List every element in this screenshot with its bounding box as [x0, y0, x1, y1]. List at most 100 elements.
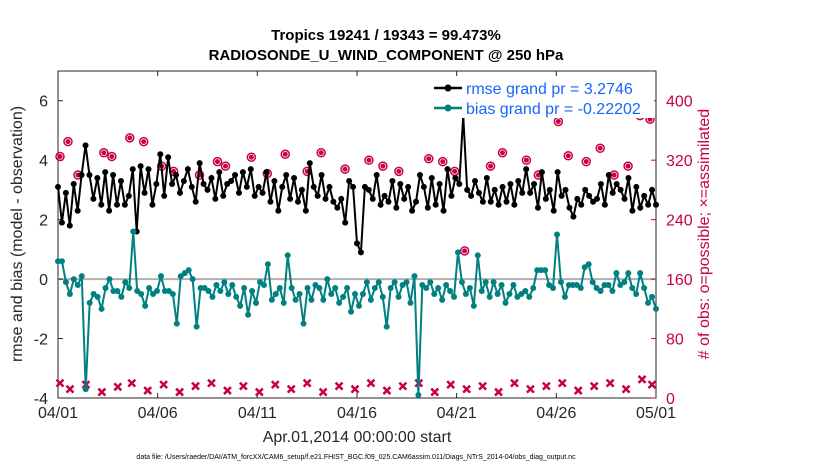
- obs-assimilated-marker: [191, 381, 200, 391]
- series-point-rmse: [149, 201, 156, 208]
- obs-assimilated-marker: [207, 378, 216, 388]
- series-point-bias: [229, 282, 236, 289]
- series-point-rmse: [354, 240, 360, 247]
- series-point-bias: [114, 287, 121, 294]
- series-point-bias: [340, 293, 347, 300]
- obs-possible-marker: [485, 161, 496, 171]
- left-axis-ticks: -4 -2 0 2 4 6: [34, 94, 63, 408]
- obs-possible-marker: [63, 136, 73, 147]
- legend-rmse-label: rmse grand pr = 3.2746: [466, 81, 633, 98]
- y-left-tick-label: 6: [39, 94, 48, 111]
- series-point-bias: [542, 267, 549, 274]
- series-point-bias: [82, 386, 89, 393]
- obs-assimilated-marker-on-possible: [488, 163, 494, 169]
- obs-possible-marker: [595, 143, 605, 154]
- series-point-bias: [585, 261, 592, 268]
- series-point-bias: [94, 293, 101, 300]
- series-point-rmse: [601, 201, 608, 208]
- series-point-bias: [387, 285, 394, 292]
- obs-assimilated-marker: [526, 384, 535, 394]
- x-axis-label: Apr.01,2014 00:00:00 start: [263, 429, 452, 446]
- obs-assimilated-marker-on-possible: [462, 248, 468, 254]
- series-point-rmse: [287, 195, 294, 202]
- series-point-bias: [66, 290, 73, 297]
- series-point-bias: [589, 279, 596, 286]
- series-point-rmse: [176, 189, 183, 196]
- series-point-rmse: [578, 201, 585, 208]
- obs-assimilated-marker-on-possible: [452, 168, 458, 174]
- series-point-rmse: [554, 169, 561, 176]
- series-point-bias: [300, 320, 307, 327]
- x-tick-label: 05/01: [636, 405, 676, 422]
- obs-assimilated-marker: [647, 380, 657, 390]
- series-point-rmse: [483, 175, 490, 182]
- series-point-bias: [185, 267, 192, 274]
- series-point-bias: [391, 279, 398, 286]
- series-point-rmse: [479, 198, 486, 205]
- y-right-tick-label: 400: [666, 94, 693, 111]
- series-point-bias: [237, 302, 244, 309]
- series-point-bias: [506, 290, 513, 297]
- series-point-rmse: [633, 183, 640, 190]
- series-point-rmse: [310, 183, 317, 190]
- series-point-bias: [260, 282, 267, 289]
- series-point-bias: [221, 279, 228, 286]
- series-point-bias: [173, 320, 180, 327]
- series-point-rmse: [653, 201, 659, 208]
- series-point-rmse: [267, 198, 274, 205]
- series-point-rmse: [432, 201, 439, 208]
- series-point-bias: [253, 299, 260, 306]
- series-point-rmse: [475, 189, 482, 196]
- series-point-rmse: [499, 183, 506, 190]
- obs-assimilated-marker: [65, 384, 75, 394]
- series-point-bias: [138, 290, 145, 297]
- obs-possible-marker: [246, 152, 257, 162]
- obs-possible-marker: [378, 161, 388, 171]
- series-point-bias: [332, 285, 339, 292]
- obs-assimilated-marker-on-possible: [57, 153, 63, 159]
- series-point-rmse: [220, 192, 227, 199]
- series-point-bias: [157, 273, 164, 280]
- series-point-rmse: [542, 195, 549, 202]
- obs-possible-marker: [107, 151, 117, 162]
- series-point-bias: [605, 282, 612, 289]
- series-point-bias: [62, 279, 69, 286]
- y-right-tick-label: 80: [666, 332, 684, 349]
- series-point-rmse: [582, 186, 589, 193]
- series-point-bias: [415, 392, 422, 399]
- series-point-rmse: [90, 195, 97, 202]
- series-lines: [55, 112, 659, 399]
- series-point-bias: [284, 252, 291, 259]
- series-point-rmse: [550, 207, 557, 214]
- obs-assimilated-marker-on-possible: [440, 159, 446, 165]
- obs-possible-marker: [459, 246, 470, 256]
- series-point-rmse: [605, 172, 612, 179]
- series-point-rmse: [298, 186, 305, 193]
- x-tick-label: 04/16: [337, 405, 377, 422]
- series-point-bias: [645, 299, 652, 306]
- series-point-bias: [431, 290, 438, 297]
- obs-assimilated-marker-on-possible: [565, 153, 571, 159]
- series-point-rmse: [625, 175, 632, 182]
- x-tick-label: 04/21: [437, 405, 477, 422]
- series-point-bias: [498, 282, 505, 289]
- y-left-tick-label: 0: [39, 272, 48, 289]
- series-point-rmse: [121, 201, 128, 208]
- series-point-bias: [348, 308, 355, 315]
- series-point-bias: [451, 293, 458, 300]
- series-point-bias: [447, 287, 454, 294]
- series-point-rmse: [338, 195, 345, 202]
- obs-possible-marker: [212, 156, 223, 167]
- y-left-tick-label: 4: [39, 153, 48, 170]
- series-point-bias: [217, 287, 224, 294]
- series-point-rmse: [641, 192, 648, 199]
- footer-datafile: data file: /Users/raeder/DAI/ATM_forcXX/…: [136, 454, 576, 461]
- obs-assimilated-marker: [159, 380, 169, 390]
- obs-assimilated-marker-on-possible: [647, 116, 653, 122]
- series-point-rmse: [444, 166, 451, 173]
- series-point-bias: [597, 287, 604, 294]
- series-point-rmse: [381, 192, 388, 199]
- obs-possible-marker: [55, 151, 65, 162]
- series-point-rmse: [318, 172, 325, 179]
- series-point-bias: [490, 279, 497, 286]
